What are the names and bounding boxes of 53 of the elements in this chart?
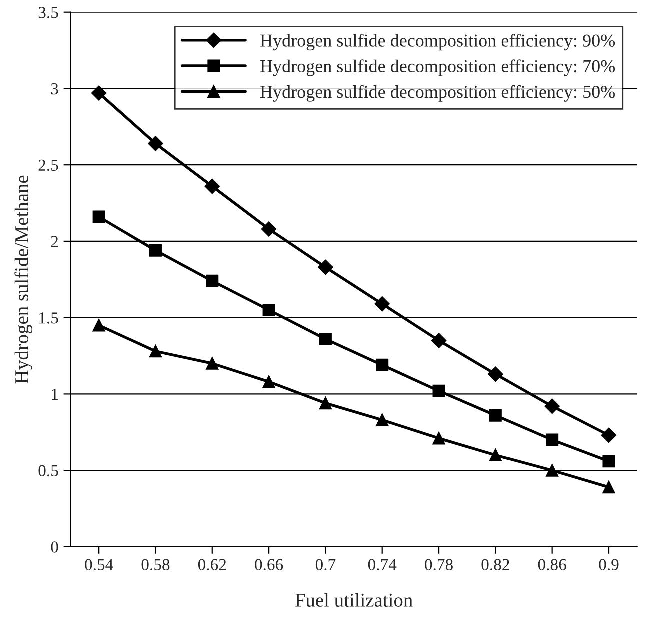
point [206, 357, 219, 370]
point [376, 358, 389, 372]
x-tick-label: 0.82 [482, 559, 510, 571]
point [262, 304, 276, 316]
y-tick-label: 0.5 [38, 465, 58, 477]
point [546, 434, 559, 446]
point [319, 397, 332, 410]
x-tick-label: 0.58 [142, 559, 170, 571]
y-axis-title: Hydrogen sulfide/Methane [14, 176, 33, 384]
y-tick-label: 3.5 [38, 7, 58, 18]
legend-label: Hydrogen sulfide decomposition efficiency: 50% [260, 85, 616, 102]
y-tick-label: 1.5 [40, 312, 58, 324]
x-tick-label: 0.78 [425, 559, 453, 571]
point [602, 455, 616, 468]
point [431, 333, 447, 348]
point [149, 244, 162, 257]
point [262, 376, 276, 388]
x-axis-title: Fuel utilization [295, 593, 413, 607]
point [489, 409, 502, 422]
y-tick-label: 3 [51, 83, 58, 95]
point [92, 319, 106, 332]
point [92, 210, 106, 224]
legend-label: Hydrogen sulfide decomposition efficiency: 70% [260, 60, 616, 76]
point [319, 332, 332, 346]
y-tick-label: 2 [51, 236, 58, 248]
y-tick-label: 0 [51, 542, 58, 553]
point [432, 432, 446, 445]
point [261, 222, 277, 237]
x-tick-label: 0.86 [538, 559, 566, 571]
y-tick-label: 2.5 [38, 160, 58, 172]
x-tick-label: 0.7 [316, 559, 336, 571]
point [149, 345, 162, 358]
point [92, 86, 107, 101]
x-tick-label: 0.74 [368, 559, 397, 571]
point [489, 449, 502, 462]
point [204, 178, 220, 194]
point [546, 464, 559, 477]
point [318, 260, 334, 275]
point [432, 384, 446, 398]
x-tick-label: 0.9 [599, 559, 619, 571]
point [544, 398, 560, 414]
point [488, 366, 504, 382]
point [601, 428, 617, 444]
x-tick-label: 0.62 [198, 559, 226, 571]
y-tick-label: 1 [52, 388, 58, 400]
point [602, 481, 616, 494]
legend-label: Hydrogen sulfide decomposition efficiency: 90% [260, 34, 616, 51]
point [206, 274, 219, 288]
point [376, 414, 389, 426]
x-tick-label: 0.54 [85, 559, 114, 571]
point [148, 136, 164, 152]
x-tick-label: 0.66 [255, 559, 284, 571]
point [374, 296, 390, 312]
